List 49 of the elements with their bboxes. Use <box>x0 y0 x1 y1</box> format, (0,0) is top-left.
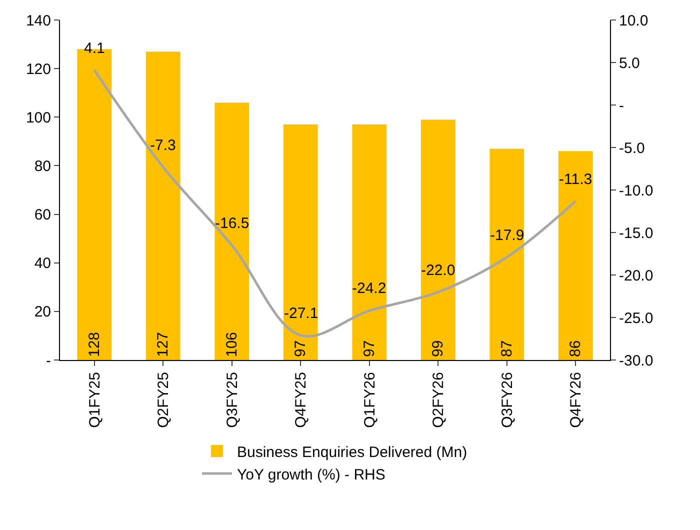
y2-tick-label: -30.0 <box>619 352 654 370</box>
y2-tick-label: 5.0 <box>619 54 640 72</box>
y-tick-label: 140 <box>26 12 51 30</box>
y-tick-label: - <box>46 352 51 370</box>
legend-label: YoY growth (%) - RHS <box>237 466 386 484</box>
data-label: -24.2 <box>352 280 386 297</box>
bar <box>214 102 250 360</box>
y2-tick-label: -10.0 <box>619 182 654 200</box>
data-label: 99 <box>430 340 447 357</box>
legend-label: Business Enquiries Delivered (Mn) <box>237 444 468 461</box>
y2-tick-label: -15.0 <box>619 224 654 242</box>
x-tick-label: Q3FY26 <box>498 372 516 428</box>
y-tick-label: 40 <box>34 255 51 272</box>
y-tick-label: 60 <box>34 206 51 224</box>
data-label: 106 <box>223 332 240 357</box>
y2-tick-label: -20.0 <box>619 267 654 284</box>
bar <box>558 151 593 360</box>
bar <box>146 52 180 360</box>
y2-tick-label: - <box>619 97 624 114</box>
x-tick-label: Q4FY26 <box>568 372 585 428</box>
y-tick-label: 20 <box>34 304 51 321</box>
x-tick-label: Q4FY25 <box>292 372 310 428</box>
x-tick-label: Q3FY25 <box>224 372 241 428</box>
data-label: -7.3 <box>150 137 176 154</box>
data-label: -17.9 <box>490 227 524 244</box>
x-tick-label: Q1FY25 <box>86 372 104 428</box>
data-label: -11.3 <box>559 171 592 188</box>
x-tick-label: Q2FY25 <box>155 372 172 428</box>
data-label: 86 <box>567 340 584 357</box>
y-tick-label: 120 <box>26 60 51 78</box>
y2-tick-label: -25.0 <box>619 310 654 327</box>
data-label: 87 <box>498 340 516 357</box>
x-tick-label: Q2FY26 <box>430 372 448 428</box>
bar <box>352 124 387 360</box>
data-label: -22.0 <box>421 262 456 279</box>
bar <box>283 124 318 360</box>
y-tick-label: 100 <box>26 109 51 126</box>
data-label: 97 <box>360 340 378 357</box>
data-label: -27.1 <box>284 305 318 322</box>
data-label: 127 <box>154 332 172 357</box>
y2-tick-label: 10.0 <box>619 12 648 30</box>
x-tick-label: Q1FY26 <box>361 372 378 428</box>
y-tick-label: 80 <box>34 158 51 175</box>
data-label: 97 <box>292 340 310 357</box>
data-label: -16.5 <box>215 215 250 232</box>
data-label: 128 <box>86 332 103 357</box>
y2-tick-label: -5.0 <box>619 140 645 157</box>
bar <box>490 148 524 360</box>
bar <box>420 120 456 360</box>
